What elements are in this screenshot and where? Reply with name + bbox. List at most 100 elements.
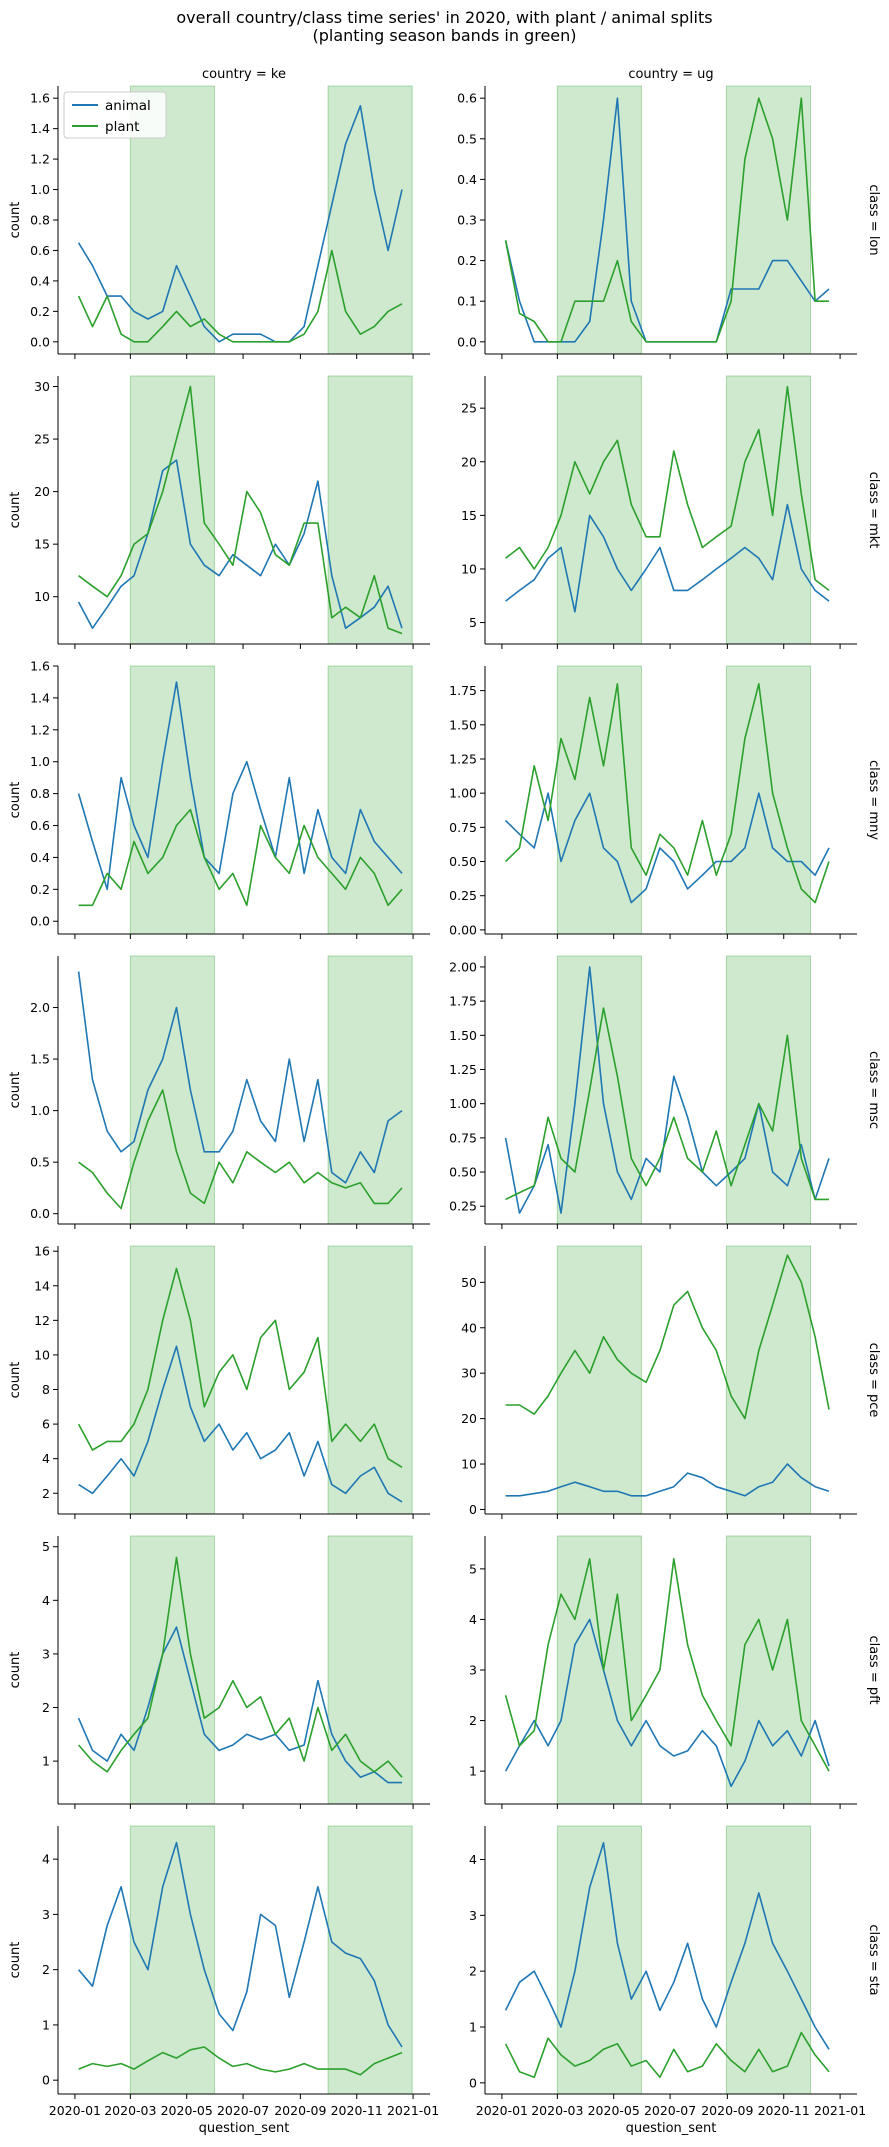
y-tick-label: 3 xyxy=(469,1663,477,1678)
y-tick-label: 20 xyxy=(461,454,477,469)
x-tick-label: 2020-05 xyxy=(588,2103,640,2118)
y-tick-label: 10 xyxy=(461,1457,477,1472)
planting-band xyxy=(725,85,812,355)
y-tick-label: 20 xyxy=(461,1411,477,1426)
y-tick-label: 30 xyxy=(461,1366,477,1381)
planting-band xyxy=(129,375,215,645)
y-tick-label: 1.5 xyxy=(30,1052,50,1067)
planting-band xyxy=(327,1825,413,2095)
facet-grid: country = ke country = ug 0.0 0.2 0.4 0.6 0.8 1… xyxy=(8,67,881,2136)
y-tick-label: 6 xyxy=(42,1417,50,1432)
y-tick-label: 20 xyxy=(34,484,50,499)
y-axis-label: count xyxy=(8,202,23,239)
panel-ug-mny: 0.00 0.25 0.50 0.75 1.00 1.25 1.50 1.75 class = … xyxy=(449,665,881,939)
series-line-animal xyxy=(504,1618,830,1788)
series-line-plant xyxy=(77,1267,403,1468)
y-tick-label: 1.75 xyxy=(449,683,477,698)
chart-title-line1: overall country/class time series' in 20… xyxy=(176,8,712,27)
row-title-pft: class = pft xyxy=(866,1635,881,1704)
y-tick-label: 0.75 xyxy=(449,820,477,835)
y-axis-label: count xyxy=(8,1072,23,1109)
planting-band xyxy=(725,375,812,645)
y-tick-label: 0.2 xyxy=(30,304,50,319)
y-tick-label: 4 xyxy=(42,1852,50,1867)
y-tick-label: 2 xyxy=(469,1713,477,1728)
y-tick-label: 2 xyxy=(42,1486,50,1501)
x-tick-label: 2020-01 xyxy=(476,2103,528,2118)
row-title-mny: class = mny xyxy=(866,760,881,840)
y-tick-label: 0.5 xyxy=(457,131,477,146)
series-line-plant xyxy=(505,1254,830,1420)
y-tick-label: 0.0 xyxy=(30,334,50,349)
series-line-plant xyxy=(78,385,403,635)
panel-ke-pce: 2 4 6 8 10 12 14 16 count xyxy=(8,1244,430,1519)
y-tick-label: 1.75 xyxy=(449,994,477,1009)
planting-band xyxy=(556,375,642,645)
series-line-plant xyxy=(505,682,830,904)
x-tick-label: 2020-03 xyxy=(531,2103,583,2118)
series-line-animal xyxy=(77,971,403,1184)
y-tick-label: 12 xyxy=(34,1313,50,1328)
y-tick-label: 0.6 xyxy=(30,818,50,833)
y-tick-label: 15 xyxy=(461,508,477,523)
row-title-lon: class = lon xyxy=(866,184,881,255)
y-tick-label: 1 xyxy=(42,2017,50,2032)
y-tick-label: 1.00 xyxy=(449,1096,477,1111)
y-tick-label: 0.3 xyxy=(457,213,477,228)
planting-band xyxy=(327,375,413,645)
panel-ug-pft: 1 2 3 4 5 class = pft xyxy=(469,1535,881,1809)
planting-band xyxy=(725,955,812,1225)
y-tick-label: 15 xyxy=(34,537,50,552)
planting-band xyxy=(129,1535,215,1805)
planting-band xyxy=(556,1245,642,1515)
y-tick-label: 0.4 xyxy=(30,850,50,865)
y-tick-label: 4 xyxy=(42,1451,50,1466)
row-title-pce: class = pce xyxy=(866,1343,881,1418)
y-tick-label: 0.25 xyxy=(449,888,477,903)
series-line-plant xyxy=(78,808,403,907)
y-tick-label: 25 xyxy=(461,401,477,416)
panel-ug-mkt: 5 10 15 20 25 class = mkt xyxy=(461,375,881,649)
column-title-ke: country = ke xyxy=(202,67,286,82)
series-line-animal xyxy=(505,1463,830,1497)
panel-ke-msc: 0.0 0.5 1.0 1.5 2.0 count xyxy=(8,955,430,1229)
y-tick-label: 0.0 xyxy=(30,914,50,929)
y-tick-label: 2.00 xyxy=(449,959,477,974)
y-tick-label: 1 xyxy=(42,1754,50,1769)
y-tick-label: 16 xyxy=(34,1244,50,1259)
y-tick-label: 30 xyxy=(34,379,50,394)
series-line-plant xyxy=(505,385,830,592)
y-tick-label: 0.75 xyxy=(449,1130,477,1145)
y-axis-label: count xyxy=(8,492,23,529)
panel-ke-mkt: 10 15 20 25 30 count xyxy=(8,375,430,649)
series-line-plant xyxy=(78,2046,403,2076)
panel-ug-lon: 0.0 0.1 0.2 0.3 0.4 0.5 0.6 class = lon xyxy=(457,85,881,359)
y-tick-label: 10 xyxy=(34,1347,50,1362)
x-tick-label: 2020-11 xyxy=(331,2103,383,2118)
planting-band xyxy=(725,1825,812,2095)
series-line-animal xyxy=(78,1345,403,1503)
planting-band xyxy=(327,665,413,935)
y-tick-label: 4 xyxy=(42,1593,50,1608)
y-tick-label: 1 xyxy=(469,2020,477,2035)
y-tick-label: 8 xyxy=(42,1382,50,1397)
panel-ke-sta: 0 1 2 3 4 2020-01 2020-03 2020-05 2020-07 2020-09… xyxy=(8,1825,439,2136)
y-axis-label: count xyxy=(8,1652,23,1689)
planting-band xyxy=(556,1825,642,2095)
y-tick-label: 5 xyxy=(42,1539,50,1554)
series-line-animal xyxy=(505,792,830,904)
y-tick-label: 1.0 xyxy=(30,1103,50,1118)
series-line-animal xyxy=(504,1842,830,2050)
y-tick-label: 0.6 xyxy=(457,91,477,106)
y-tick-label: 10 xyxy=(34,589,50,604)
panel-ke-lon: 0.0 0.2 0.4 0.6 0.8 1.0 1.2 1.4 1.6 count xyxy=(8,85,430,359)
legend-label-plant: plant xyxy=(105,119,139,135)
panel-ug-pce: 0 10 20 30 40 50 class = pce xyxy=(461,1245,881,1519)
y-tick-label: 0.4 xyxy=(457,172,477,187)
series-line-plant xyxy=(505,1007,829,1201)
y-tick-label: 1.2 xyxy=(30,722,50,737)
y-tick-label: 0 xyxy=(42,2073,50,2088)
x-tick-label: 2021-01 xyxy=(814,2103,866,2118)
y-tick-label: 1 xyxy=(469,1764,477,1779)
y-tick-label: 0.50 xyxy=(449,854,477,869)
